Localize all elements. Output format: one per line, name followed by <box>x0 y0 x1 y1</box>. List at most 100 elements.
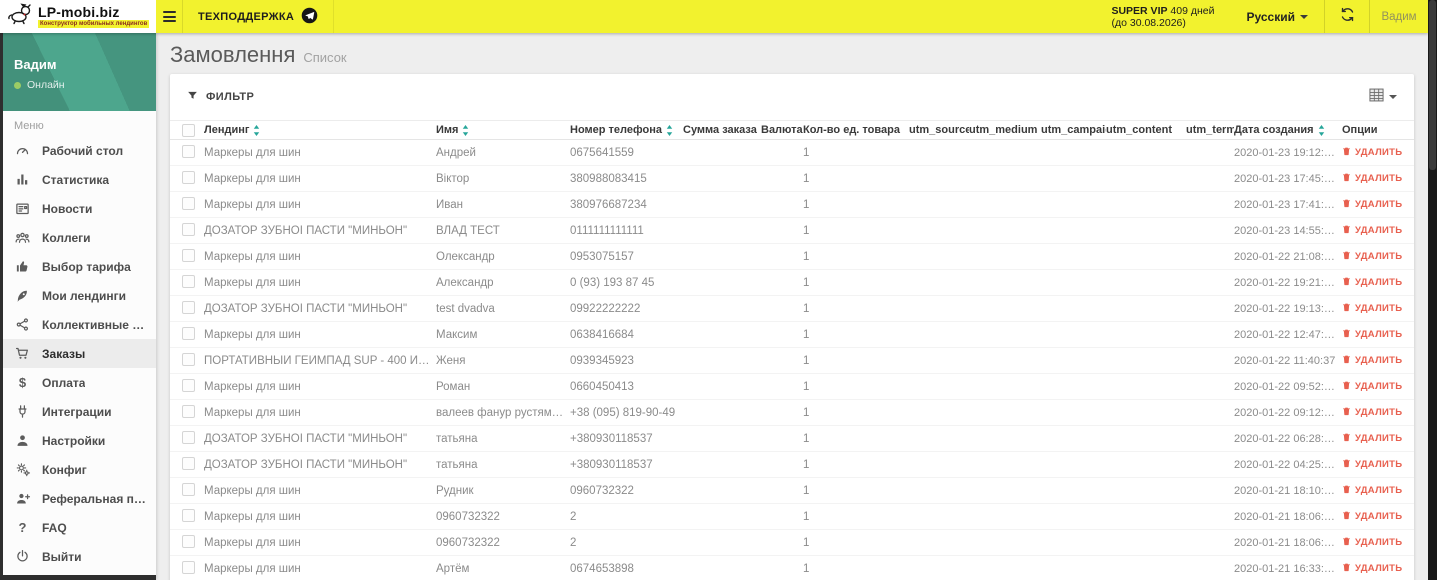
delete-button[interactable]: УДАЛИТЬ <box>1342 172 1402 185</box>
filter-funnel-icon <box>187 90 198 104</box>
row-checkbox[interactable] <box>182 196 195 210</box>
cell-landing: ПОРТАТИВНЫЙ ГЕЙМПАД SUP - 400 ИГР В 1 <box>204 354 436 367</box>
delete-button[interactable]: УДАЛИТЬ <box>1342 510 1402 523</box>
online-status-label: Онлайн <box>27 79 65 91</box>
delete-button[interactable]: УДАЛИТЬ <box>1342 536 1402 549</box>
row-checkbox[interactable] <box>182 534 195 548</box>
row-checkbox[interactable] <box>182 404 195 418</box>
support-label: ТЕХПОДДЕРЖКА <box>198 10 295 23</box>
row-checkbox[interactable] <box>182 248 195 262</box>
cell-name: ВЛАД ТЕСТ <box>436 224 500 237</box>
hamburger-menu-icon[interactable] <box>156 0 183 33</box>
cell-created: 2020-01-22 21:08:31 <box>1234 250 1337 263</box>
sidebar-item-settings[interactable]: Настройки <box>0 426 156 455</box>
sidebar-item-tariff[interactable]: Выбор тарифа <box>0 252 156 281</box>
row-checkbox[interactable] <box>182 222 195 236</box>
sidebar-item-config[interactable]: Конфиг <box>0 455 156 484</box>
delete-button[interactable]: УДАЛИТЬ <box>1342 432 1402 445</box>
row-checkbox[interactable] <box>182 300 195 314</box>
trash-icon <box>1342 198 1351 211</box>
delete-button[interactable]: УДАЛИТЬ <box>1342 250 1402 263</box>
cell-options: УДАЛИТЬ <box>1342 198 1414 211</box>
sidebar-item-label: Мои лендинги <box>42 288 127 303</box>
support-button[interactable]: ТЕХПОДДЕРЖКА <box>183 0 335 33</box>
cell-options: УДАЛИТЬ <box>1342 354 1414 367</box>
column-header-created[interactable]: Дата создания <box>1234 124 1342 136</box>
sidebar-item-shared-landings[interactable]: Коллективные лендинги <box>0 310 156 339</box>
delete-button[interactable]: УДАЛИТЬ <box>1342 198 1402 211</box>
delete-button[interactable]: УДАЛИТЬ <box>1342 276 1402 289</box>
row-checkbox[interactable] <box>182 326 195 340</box>
logo[interactable]: LP-mobi.biz Конструктор мобильных лендин… <box>0 0 156 33</box>
sidebar-item-payment[interactable]: $ Оплата <box>0 368 156 397</box>
online-status-dot <box>14 81 21 89</box>
trash-icon <box>1342 302 1351 315</box>
row-checkbox[interactable] <box>182 352 195 366</box>
cell-created: 2020-01-21 18:06:50 <box>1234 510 1337 523</box>
sidebar-item-colleagues[interactable]: Коллеги <box>0 223 156 252</box>
column-header-phone[interactable]: Номер телефона <box>570 124 683 136</box>
sidebar-item-integrations[interactable]: Интеграции <box>0 397 156 426</box>
delete-button[interactable]: УДАЛИТЬ <box>1342 354 1402 367</box>
row-checkbox[interactable] <box>182 508 195 522</box>
sidebar-item-logout[interactable]: Выйти <box>0 542 156 571</box>
cell-qty: 1 <box>803 250 810 263</box>
cell-created: 2020-01-22 04:25:31 <box>1234 458 1337 471</box>
row-checkbox[interactable] <box>182 456 195 470</box>
sidebar-item-dashboard[interactable]: Рабочий стол <box>0 136 156 165</box>
delete-label: УДАЛИТЬ <box>1355 433 1403 444</box>
delete-button[interactable]: УДАЛИТЬ <box>1342 562 1402 575</box>
select-all-checkbox[interactable] <box>182 123 195 137</box>
delete-button[interactable]: УДАЛИТЬ <box>1342 328 1402 341</box>
row-checkbox[interactable] <box>182 560 195 574</box>
table-row: Маркеры для шин Максим 0638416684 1 2020-01-… <box>170 322 1414 348</box>
page-scrollbar[interactable] <box>1428 0 1437 580</box>
sidebar-item-my-landings[interactable]: Мои лендинги <box>0 281 156 310</box>
delete-button[interactable]: УДАЛИТЬ <box>1342 458 1402 471</box>
topbar-username[interactable]: Вадим <box>1381 10 1417 23</box>
sidebar-item-news[interactable]: Новости <box>0 194 156 223</box>
scrollbar-thumb[interactable] <box>1429 0 1436 170</box>
cell-created: 2020-01-21 18:10:16 <box>1234 484 1337 497</box>
table-row: Маркеры для шин Артём 0674653898 1 2020-01-2… <box>170 556 1414 580</box>
cell-qty: 1 <box>803 406 810 419</box>
table-row: Маркеры для шин 0960732322 2 1 2020-01-21 18… <box>170 504 1414 530</box>
columns-visibility-button[interactable] <box>1369 88 1397 107</box>
delete-button[interactable]: УДАЛИТЬ <box>1342 302 1402 315</box>
row-checkbox[interactable] <box>182 482 195 496</box>
filter-button[interactable]: ФИЛЬТР <box>187 90 254 104</box>
row-checkbox[interactable] <box>182 144 195 158</box>
trash-icon <box>1342 354 1351 367</box>
sidebar-item-faq[interactable]: ? FAQ <box>0 513 156 542</box>
page-subtitle: Список <box>303 50 347 65</box>
sidebar-scrollbar-vertical[interactable] <box>0 33 3 580</box>
logo-subtitle: Конструктор мобильных лендингов <box>38 20 150 28</box>
delete-button[interactable]: УДАЛИТЬ <box>1342 406 1402 419</box>
cell-landing: Маркеры для шин <box>204 250 301 263</box>
row-checkbox[interactable] <box>182 274 195 288</box>
cell-qty: 1 <box>803 432 810 445</box>
refresh-button[interactable] <box>1325 0 1369 33</box>
row-checkbox[interactable] <box>182 378 195 392</box>
delete-button[interactable]: УДАЛИТЬ <box>1342 484 1402 497</box>
column-header-landing[interactable]: Лендинг <box>204 124 436 136</box>
cell-created: 2020-01-22 19:13:19 <box>1234 302 1337 315</box>
delete-button[interactable]: УДАЛИТЬ <box>1342 380 1402 393</box>
orders-cart-icon <box>13 346 32 361</box>
refresh-icon <box>1340 7 1355 27</box>
delete-button[interactable]: УДАЛИТЬ <box>1342 224 1402 237</box>
cell-checkbox <box>170 560 204 577</box>
row-checkbox[interactable] <box>182 170 195 184</box>
delete-label: УДАЛИТЬ <box>1355 225 1403 236</box>
cell-checkbox <box>170 352 204 369</box>
language-selector[interactable]: Русский <box>1231 0 1325 33</box>
column-header-name[interactable]: Имя <box>436 124 570 136</box>
sidebar-item-referral[interactable]: Реферальная программа <box>0 484 156 513</box>
sidebar-scrollbar-horizontal[interactable] <box>0 575 156 580</box>
cell-name: test dvadva <box>436 302 495 315</box>
row-checkbox[interactable] <box>182 430 195 444</box>
sidebar-item-orders[interactable]: Заказы <box>0 339 156 368</box>
sidebar-item-statistics[interactable]: Статистика <box>0 165 156 194</box>
delete-button[interactable]: УДАЛИТЬ <box>1342 146 1402 159</box>
cell-options: УДАЛИТЬ <box>1342 328 1414 341</box>
